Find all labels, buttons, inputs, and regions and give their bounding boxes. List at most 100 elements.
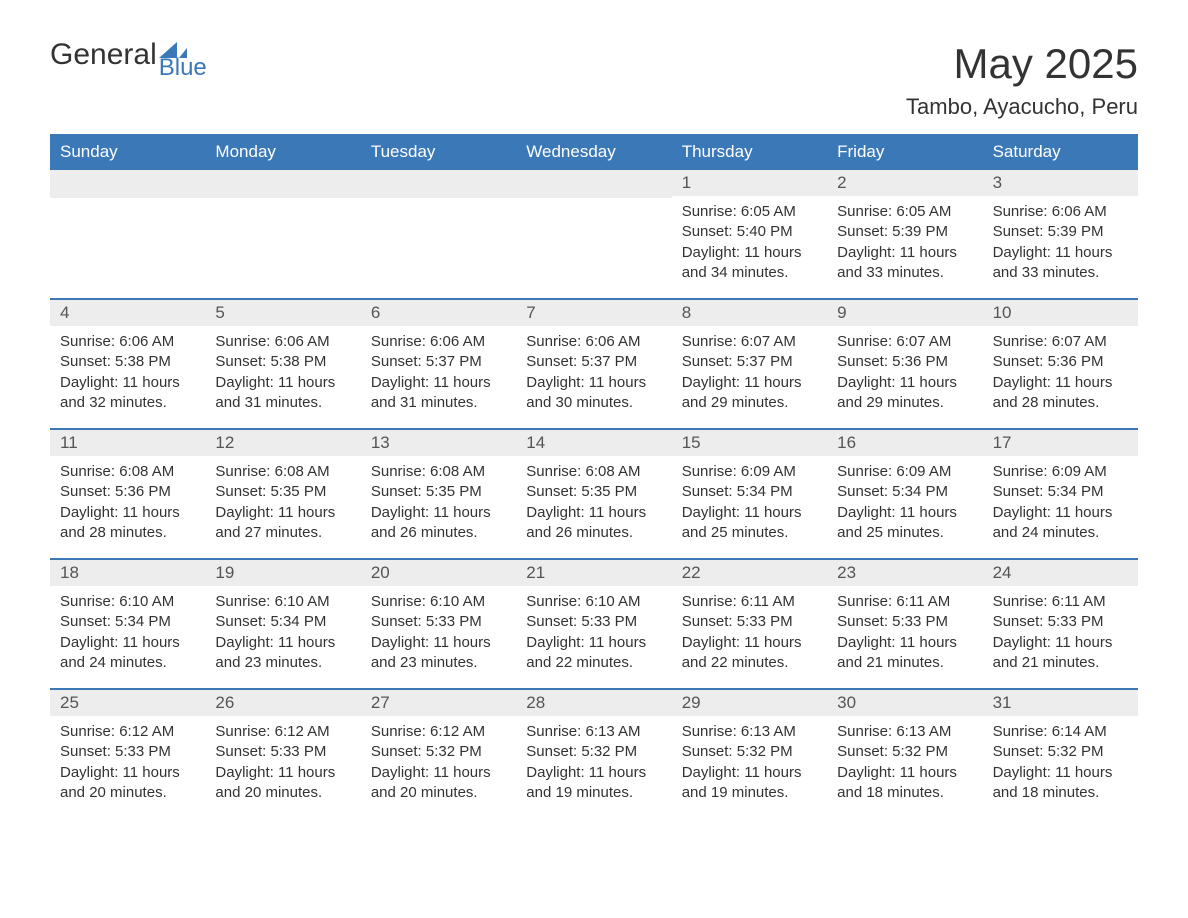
calendar-cell: 28Sunrise: 6:13 AMSunset: 5:32 PMDayligh… bbox=[516, 690, 671, 818]
calendar-cell: 23Sunrise: 6:11 AMSunset: 5:33 PMDayligh… bbox=[827, 560, 982, 688]
sunrise-text: Sunrise: 6:09 AM bbox=[837, 462, 972, 482]
sunset-text: Sunset: 5:34 PM bbox=[682, 482, 817, 502]
calendar-cell: 5Sunrise: 6:06 AMSunset: 5:38 PMDaylight… bbox=[205, 300, 360, 428]
daylight-text: Daylight: 11 hours and 20 minutes. bbox=[60, 763, 195, 804]
calendar-cell: 21Sunrise: 6:10 AMSunset: 5:33 PMDayligh… bbox=[516, 560, 671, 688]
day-content: Sunrise: 6:14 AMSunset: 5:32 PMDaylight:… bbox=[983, 716, 1138, 817]
day-number: 13 bbox=[361, 430, 516, 456]
day-content: Sunrise: 6:10 AMSunset: 5:33 PMDaylight:… bbox=[361, 586, 516, 687]
calendar-header-row: SundayMondayTuesdayWednesdayThursdayFrid… bbox=[50, 134, 1138, 170]
daylight-text: Daylight: 11 hours and 22 minutes. bbox=[526, 633, 661, 674]
calendar-cell: 29Sunrise: 6:13 AMSunset: 5:32 PMDayligh… bbox=[672, 690, 827, 818]
calendar-cell: 1Sunrise: 6:05 AMSunset: 5:40 PMDaylight… bbox=[672, 170, 827, 298]
sunset-text: Sunset: 5:33 PM bbox=[526, 612, 661, 632]
sunrise-text: Sunrise: 6:09 AM bbox=[682, 462, 817, 482]
day-content: Sunrise: 6:08 AMSunset: 5:35 PMDaylight:… bbox=[205, 456, 360, 557]
day-number: 25 bbox=[50, 690, 205, 716]
empty-day bbox=[50, 170, 205, 198]
sunset-text: Sunset: 5:37 PM bbox=[371, 352, 506, 372]
calendar-cell bbox=[516, 170, 671, 298]
calendar-cell: 22Sunrise: 6:11 AMSunset: 5:33 PMDayligh… bbox=[672, 560, 827, 688]
sunset-text: Sunset: 5:32 PM bbox=[682, 742, 817, 762]
sunset-text: Sunset: 5:37 PM bbox=[526, 352, 661, 372]
calendar-cell: 16Sunrise: 6:09 AMSunset: 5:34 PMDayligh… bbox=[827, 430, 982, 558]
sunset-text: Sunset: 5:40 PM bbox=[682, 222, 817, 242]
sunset-text: Sunset: 5:34 PM bbox=[215, 612, 350, 632]
daylight-text: Daylight: 11 hours and 19 minutes. bbox=[526, 763, 661, 804]
calendar-cell: 14Sunrise: 6:08 AMSunset: 5:35 PMDayligh… bbox=[516, 430, 671, 558]
day-content: Sunrise: 6:09 AMSunset: 5:34 PMDaylight:… bbox=[983, 456, 1138, 557]
calendar-cell: 31Sunrise: 6:14 AMSunset: 5:32 PMDayligh… bbox=[983, 690, 1138, 818]
daylight-text: Daylight: 11 hours and 25 minutes. bbox=[837, 503, 972, 544]
day-number: 16 bbox=[827, 430, 982, 456]
sunset-text: Sunset: 5:32 PM bbox=[526, 742, 661, 762]
sunset-text: Sunset: 5:34 PM bbox=[993, 482, 1128, 502]
page-title: May 2025 bbox=[954, 40, 1138, 88]
day-content: Sunrise: 6:12 AMSunset: 5:33 PMDaylight:… bbox=[205, 716, 360, 817]
day-number: 10 bbox=[983, 300, 1138, 326]
daylight-text: Daylight: 11 hours and 24 minutes. bbox=[60, 633, 195, 674]
sunrise-text: Sunrise: 6:06 AM bbox=[526, 332, 661, 352]
daylight-text: Daylight: 11 hours and 32 minutes. bbox=[60, 373, 195, 414]
day-number: 21 bbox=[516, 560, 671, 586]
brand-name-right: Blue bbox=[159, 56, 207, 80]
sunrise-text: Sunrise: 6:08 AM bbox=[371, 462, 506, 482]
sunrise-text: Sunrise: 6:09 AM bbox=[993, 462, 1128, 482]
day-content: Sunrise: 6:11 AMSunset: 5:33 PMDaylight:… bbox=[827, 586, 982, 687]
sunrise-text: Sunrise: 6:11 AM bbox=[682, 592, 817, 612]
sunset-text: Sunset: 5:34 PM bbox=[60, 612, 195, 632]
day-content: Sunrise: 6:10 AMSunset: 5:33 PMDaylight:… bbox=[516, 586, 671, 687]
sunset-text: Sunset: 5:39 PM bbox=[837, 222, 972, 242]
calendar-header-cell: Sunday bbox=[50, 134, 205, 170]
calendar-cell: 17Sunrise: 6:09 AMSunset: 5:34 PMDayligh… bbox=[983, 430, 1138, 558]
calendar-cell: 3Sunrise: 6:06 AMSunset: 5:39 PMDaylight… bbox=[983, 170, 1138, 298]
calendar-cell: 24Sunrise: 6:11 AMSunset: 5:33 PMDayligh… bbox=[983, 560, 1138, 688]
daylight-text: Daylight: 11 hours and 28 minutes. bbox=[60, 503, 195, 544]
day-content: Sunrise: 6:06 AMSunset: 5:39 PMDaylight:… bbox=[983, 196, 1138, 297]
day-number: 30 bbox=[827, 690, 982, 716]
day-number: 6 bbox=[361, 300, 516, 326]
day-number: 3 bbox=[983, 170, 1138, 196]
page-subtitle: Tambo, Ayacucho, Peru bbox=[50, 94, 1138, 120]
day-number: 1 bbox=[672, 170, 827, 196]
sunset-text: Sunset: 5:33 PM bbox=[371, 612, 506, 632]
empty-day bbox=[361, 170, 516, 198]
day-number: 19 bbox=[205, 560, 360, 586]
calendar-cell: 8Sunrise: 6:07 AMSunset: 5:37 PMDaylight… bbox=[672, 300, 827, 428]
daylight-text: Daylight: 11 hours and 21 minutes. bbox=[993, 633, 1128, 674]
sunset-text: Sunset: 5:35 PM bbox=[526, 482, 661, 502]
day-number: 4 bbox=[50, 300, 205, 326]
sunrise-text: Sunrise: 6:08 AM bbox=[526, 462, 661, 482]
day-content: Sunrise: 6:11 AMSunset: 5:33 PMDaylight:… bbox=[672, 586, 827, 687]
empty-day bbox=[205, 170, 360, 198]
day-content: Sunrise: 6:10 AMSunset: 5:34 PMDaylight:… bbox=[205, 586, 360, 687]
sunset-text: Sunset: 5:33 PM bbox=[215, 742, 350, 762]
calendar-cell: 6Sunrise: 6:06 AMSunset: 5:37 PMDaylight… bbox=[361, 300, 516, 428]
daylight-text: Daylight: 11 hours and 18 minutes. bbox=[993, 763, 1128, 804]
calendar-cell: 20Sunrise: 6:10 AMSunset: 5:33 PMDayligh… bbox=[361, 560, 516, 688]
calendar-cell: 19Sunrise: 6:10 AMSunset: 5:34 PMDayligh… bbox=[205, 560, 360, 688]
sunset-text: Sunset: 5:35 PM bbox=[371, 482, 506, 502]
day-content: Sunrise: 6:13 AMSunset: 5:32 PMDaylight:… bbox=[516, 716, 671, 817]
calendar-week: 18Sunrise: 6:10 AMSunset: 5:34 PMDayligh… bbox=[50, 558, 1138, 688]
daylight-text: Daylight: 11 hours and 27 minutes. bbox=[215, 503, 350, 544]
day-number: 9 bbox=[827, 300, 982, 326]
calendar-week: 4Sunrise: 6:06 AMSunset: 5:38 PMDaylight… bbox=[50, 298, 1138, 428]
calendar-cell: 13Sunrise: 6:08 AMSunset: 5:35 PMDayligh… bbox=[361, 430, 516, 558]
sunrise-text: Sunrise: 6:13 AM bbox=[837, 722, 972, 742]
calendar-cell: 12Sunrise: 6:08 AMSunset: 5:35 PMDayligh… bbox=[205, 430, 360, 558]
day-content: Sunrise: 6:13 AMSunset: 5:32 PMDaylight:… bbox=[672, 716, 827, 817]
daylight-text: Daylight: 11 hours and 23 minutes. bbox=[371, 633, 506, 674]
daylight-text: Daylight: 11 hours and 28 minutes. bbox=[993, 373, 1128, 414]
day-content: Sunrise: 6:06 AMSunset: 5:38 PMDaylight:… bbox=[205, 326, 360, 427]
calendar-cell bbox=[361, 170, 516, 298]
sunset-text: Sunset: 5:37 PM bbox=[682, 352, 817, 372]
sunset-text: Sunset: 5:33 PM bbox=[60, 742, 195, 762]
day-content: Sunrise: 6:07 AMSunset: 5:36 PMDaylight:… bbox=[983, 326, 1138, 427]
calendar-cell: 30Sunrise: 6:13 AMSunset: 5:32 PMDayligh… bbox=[827, 690, 982, 818]
sunset-text: Sunset: 5:38 PM bbox=[215, 352, 350, 372]
sunrise-text: Sunrise: 6:06 AM bbox=[215, 332, 350, 352]
brand-logo: General Blue bbox=[50, 40, 207, 80]
brand-right: Blue bbox=[159, 42, 207, 80]
daylight-text: Daylight: 11 hours and 23 minutes. bbox=[215, 633, 350, 674]
